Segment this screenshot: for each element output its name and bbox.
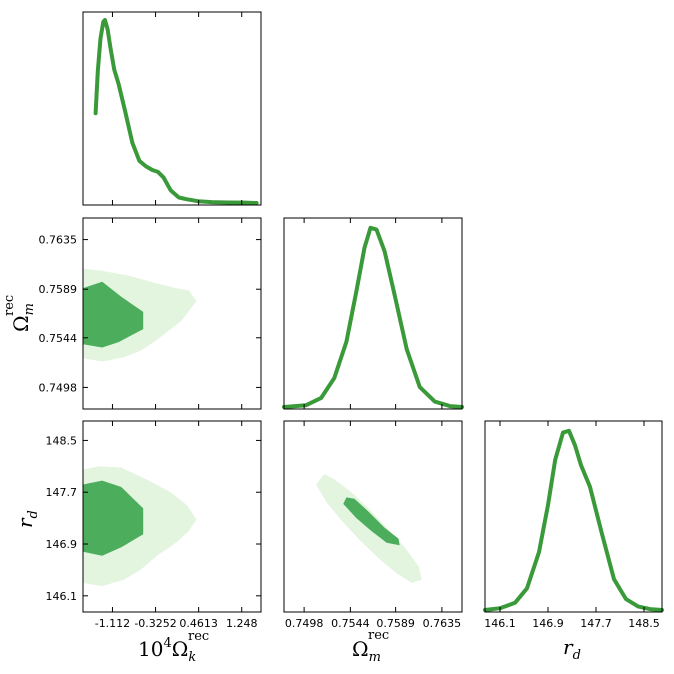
- panel-rd-marginal: [484, 420, 663, 613]
- ok-xtick-label: 0.4613: [179, 617, 218, 630]
- ok_rd-inner-region: [83, 480, 144, 556]
- om-y-axis-label-rec: rec: [2, 295, 17, 316]
- om-axis-label-rec: rec: [368, 628, 389, 643]
- rd-y-axis-label: rd: [13, 510, 41, 528]
- rd-xtick-label: 147.7: [580, 617, 612, 630]
- om-marginal-curve: [282, 225, 464, 409]
- panel-om-vs-rd: [283, 420, 463, 613]
- ok-axis-label-rec: rec: [188, 629, 209, 644]
- om-ytick-label: 0.7589: [39, 283, 78, 296]
- panel-ok-vs-om: [82, 217, 262, 410]
- ok-xtick-label: 1.248: [226, 617, 258, 630]
- rd-marginal-curve: [483, 428, 664, 612]
- om-ytick-label: 0.7544: [39, 332, 78, 345]
- ok-xtick-label: -1.112: [95, 617, 130, 630]
- om-xtick-label: 0.7589: [376, 617, 415, 630]
- panel-ok-marginal: [82, 11, 262, 206]
- rd-ytick-label: 146.1: [46, 590, 78, 603]
- om-ytick-label: 0.7635: [39, 234, 78, 247]
- om-xtick-label: 0.7635: [423, 617, 462, 630]
- rd-axis-label: rd: [563, 635, 581, 663]
- rd-ytick-label: 148.5: [46, 434, 78, 447]
- rd-ytick-label: 146.9: [46, 538, 78, 551]
- rd-xtick-label: 146.1: [484, 617, 516, 630]
- om-ytick-label: 0.7498: [39, 381, 78, 394]
- ok_rd-contours: [83, 466, 197, 587]
- rd-xtick-label: 146.9: [532, 617, 564, 630]
- ok_om-contours: [83, 268, 197, 362]
- ok-xtick-label: -0.3252: [134, 617, 176, 630]
- rd-y-axis-label-text: rd: [13, 510, 41, 528]
- om_rd-contours: [316, 474, 422, 583]
- rd-xtick-label: 148.5: [628, 617, 660, 630]
- om-xtick-label: 0.7544: [331, 617, 370, 630]
- panel-om-marginal: [283, 217, 463, 410]
- ok-axis-label: 104Ωk: [138, 636, 196, 665]
- om_rd-inner-region: [343, 497, 400, 546]
- rd-ytick-label: 147.7: [46, 486, 78, 499]
- om-y-axis-label-text: Ωm: [9, 303, 37, 332]
- panel-ok-vs-rd: [82, 420, 262, 613]
- ok-marginal-curve: [93, 18, 259, 205]
- ok_om-inner-region: [83, 281, 144, 348]
- om-xtick-label: 0.7498: [285, 617, 324, 630]
- om-axis-label: Ωm: [352, 637, 381, 665]
